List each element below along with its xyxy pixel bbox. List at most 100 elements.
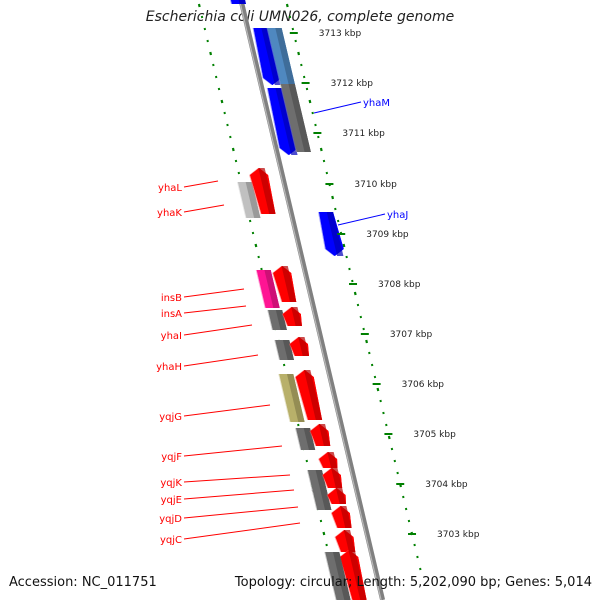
right-track-tick bbox=[308, 99, 312, 104]
ruler-label: 3712 kbp bbox=[331, 79, 374, 89]
gene-gray-c-edge bbox=[303, 428, 316, 450]
gene-red-low-2 bbox=[339, 550, 367, 600]
gene-label-yhaI: yhaI bbox=[161, 331, 182, 342]
leader-line-yhaL bbox=[183, 180, 219, 188]
gene-red-low-1 bbox=[334, 530, 356, 552]
ruler-label: 3713 kbp bbox=[319, 29, 362, 39]
gene-blue-2 bbox=[266, 88, 298, 155]
gene-yqjG bbox=[294, 370, 323, 420]
leader-line-yhaK bbox=[183, 204, 225, 213]
right-track-tick bbox=[342, 243, 346, 248]
gene-yqjD-edge bbox=[335, 488, 346, 504]
gene-yqjE-edge bbox=[331, 468, 343, 488]
right-track-tick bbox=[365, 339, 369, 344]
gene-insB bbox=[255, 270, 280, 308]
gene-label-yhaJ: yhaJ bbox=[387, 210, 408, 221]
gene-yhaI bbox=[281, 307, 302, 326]
leader-line-yhaI bbox=[183, 324, 253, 336]
gene-insA-edge bbox=[281, 266, 297, 302]
leader-line-insB bbox=[183, 288, 245, 298]
right-track-tick bbox=[376, 387, 380, 392]
gene-yqjF bbox=[309, 424, 331, 446]
left-track-tick bbox=[231, 147, 235, 152]
leader-line-yqjG bbox=[183, 404, 271, 417]
leader-line-yqjF bbox=[183, 445, 283, 457]
gene-yhaJ-edge bbox=[326, 212, 344, 256]
gene-gray-f-edge bbox=[332, 552, 351, 600]
gene-yqjC bbox=[330, 506, 352, 528]
backbone-highlight bbox=[238, 0, 382, 600]
gene-gray-a-edge bbox=[275, 310, 287, 330]
gene-label-insA: insA bbox=[161, 309, 182, 320]
leader-line-yhaH bbox=[183, 354, 259, 367]
gene-label-insB: insB bbox=[161, 293, 182, 304]
gene-gray-e bbox=[311, 490, 332, 510]
leader-line-yqjE bbox=[183, 489, 295, 500]
ruler-label: 3709 kbp bbox=[366, 230, 409, 240]
gene-red-low-2-edge bbox=[348, 550, 367, 600]
leader-line-yqjK bbox=[183, 474, 291, 483]
gene-gray-c bbox=[295, 428, 316, 450]
gene-label-yqjF: yqjF bbox=[161, 452, 182, 463]
gene-yhaH-edge bbox=[298, 337, 310, 356]
gene-top-blue bbox=[230, 0, 246, 4]
left-track-tick bbox=[322, 531, 326, 536]
gene-gray-b-edge bbox=[282, 340, 294, 360]
gene-yhaL bbox=[236, 182, 261, 218]
ruler-label: 3710 kbp bbox=[354, 180, 397, 190]
gene-label-yhaH: yhaH bbox=[156, 362, 182, 373]
gene-label-yhaL: yhaL bbox=[158, 183, 182, 194]
ruler-label: 3711 kbp bbox=[342, 129, 385, 139]
left-track-tick bbox=[209, 51, 213, 56]
left-track-tick bbox=[197, 3, 201, 8]
gene-label-yhaK: yhaK bbox=[157, 208, 182, 219]
gene-yqjF-edge bbox=[318, 424, 331, 446]
ruler-label: 3703 kbp bbox=[437, 530, 480, 540]
gene-yhaK bbox=[249, 168, 276, 214]
gene-label-yhaM: yhaM bbox=[363, 98, 390, 109]
right-track-tick bbox=[319, 147, 323, 152]
gene-blue-1 bbox=[252, 28, 282, 85]
left-track-tick bbox=[220, 99, 224, 104]
gene-label-yqjC: yqjC bbox=[160, 535, 182, 546]
genome-title: Escherichia coli UMN026, complete genome bbox=[145, 9, 455, 25]
gene-yqjC-edge bbox=[340, 506, 352, 528]
left-track-tick bbox=[254, 243, 258, 248]
gene-gray-e-edge bbox=[320, 490, 332, 510]
gene-red-low-1-edge bbox=[343, 530, 356, 552]
gene-yhaJ bbox=[318, 212, 344, 256]
gene-yhaI-edge bbox=[291, 307, 302, 326]
gene-gray-d-edge bbox=[315, 470, 328, 492]
topology-label: Topology: circular; Length: 5,202,090 bp… bbox=[234, 575, 592, 590]
right-track-tick bbox=[297, 51, 301, 56]
gene-yhaH bbox=[288, 337, 310, 356]
gene-gray-top-edge bbox=[288, 84, 311, 152]
gene-olive bbox=[278, 374, 305, 422]
gene-yqjK-edge bbox=[327, 452, 338, 468]
gene-yqjK bbox=[318, 452, 338, 468]
right-track-tick bbox=[331, 195, 335, 200]
gene-gray-a bbox=[267, 310, 287, 330]
gene-blue-2-edge bbox=[275, 88, 298, 155]
ruler-label: 3707 kbp bbox=[390, 330, 433, 340]
right-track-tick bbox=[387, 435, 391, 440]
gene-label-yqjG: yqjG bbox=[159, 412, 182, 423]
gene-gray-top bbox=[279, 84, 311, 152]
accession-label: Accession: NC_011751 bbox=[9, 575, 157, 590]
gene-insA bbox=[272, 266, 297, 302]
leader-line-yqjD bbox=[183, 506, 299, 519]
gene-yhaK-edge bbox=[258, 168, 276, 214]
backbone-line bbox=[238, 0, 386, 600]
ruler-label: 3708 kbp bbox=[378, 280, 421, 290]
gene-gray-b bbox=[274, 340, 294, 360]
gene-label-yqjK: yqjK bbox=[160, 478, 182, 489]
gene-steelblue-edge bbox=[275, 28, 296, 85]
gene-label-yqjD: yqjD bbox=[159, 514, 182, 525]
gene-blue-1-edge bbox=[261, 28, 282, 85]
gene-gray-f bbox=[324, 552, 351, 600]
leader-line-yhaJ bbox=[337, 213, 386, 226]
gene-yqjG-edge bbox=[304, 370, 323, 420]
gene-yhaL-edge bbox=[245, 182, 261, 218]
leader-line-insA bbox=[183, 305, 247, 314]
